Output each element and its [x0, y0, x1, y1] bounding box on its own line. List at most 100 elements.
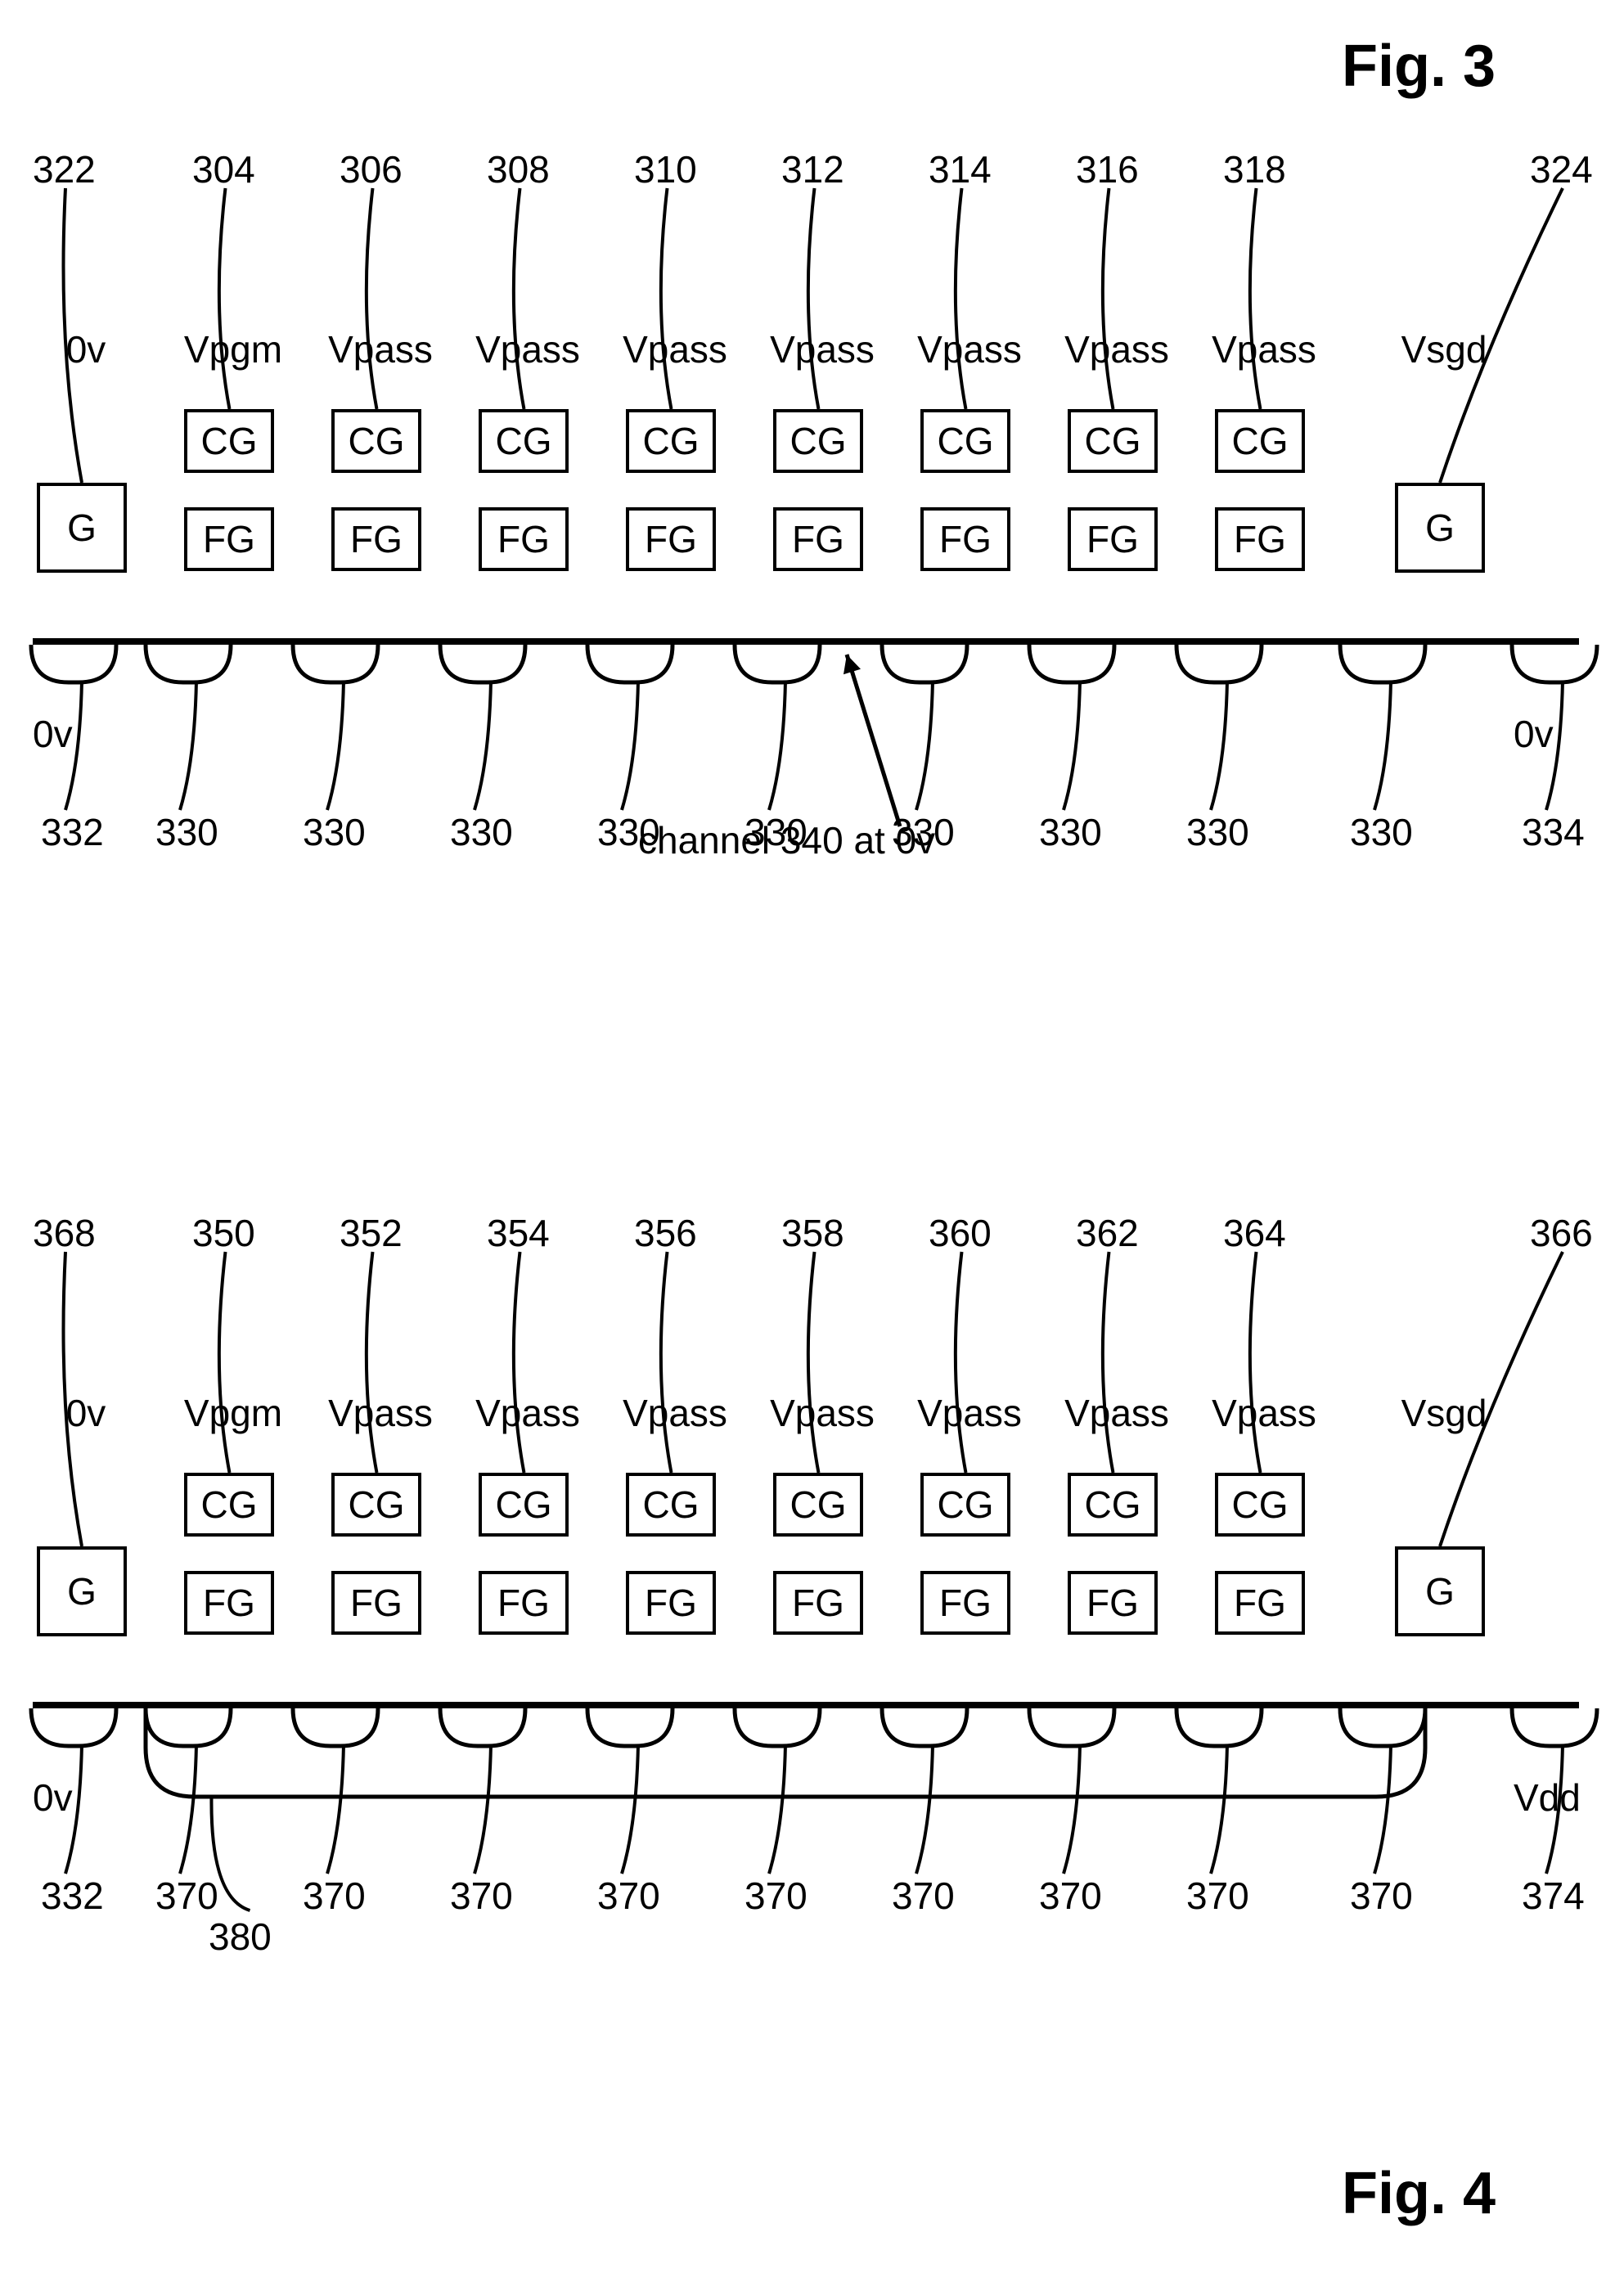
ref-transistor: 364 — [1223, 1211, 1286, 1255]
ref-boost: 380 — [209, 1915, 272, 1959]
select-gate: G — [1395, 483, 1485, 573]
ref-transistor: 312 — [781, 147, 844, 191]
floating-gate: FG — [331, 1571, 421, 1635]
floating-gate: FG — [626, 507, 716, 571]
voltage-label: Vpass — [614, 327, 736, 371]
control-gate: CG — [184, 409, 274, 473]
control-gate: CG — [479, 409, 569, 473]
voltage-label: Vpass — [1055, 1391, 1178, 1435]
floating-gate: FG — [331, 507, 421, 571]
ref-transistor: 306 — [340, 147, 403, 191]
ref-transistor: 354 — [487, 1211, 550, 1255]
voltage-label: Vpass — [466, 1391, 589, 1435]
fig4-container: Fig. 4380G0v3680v332CGFGVpgm350CGFGVpass… — [0, 1064, 1624, 2127]
substrate-line — [33, 1702, 1579, 1708]
substrate-line — [33, 638, 1579, 645]
ref-diffusion-end: 332 — [41, 810, 104, 854]
fig3-container: Fig. 3G0v3220v332CGFGVpgm304CGFGVpass306… — [0, 0, 1624, 1064]
control-gate: CG — [1068, 1473, 1158, 1537]
ref-transistor: 362 — [1076, 1211, 1139, 1255]
voltage-label: Vpass — [908, 1391, 1031, 1435]
ref-transistor: 352 — [340, 1211, 403, 1255]
channel-annotation: channel 340 at 0v — [638, 818, 935, 862]
floating-gate: FG — [920, 507, 1010, 571]
ref-diffusion: 370 — [892, 1874, 955, 1918]
ref-transistor: 308 — [487, 147, 550, 191]
floating-gate: FG — [1068, 507, 1158, 571]
diffusion-voltage: 0v — [33, 1775, 73, 1820]
ref-transistor: 316 — [1076, 147, 1139, 191]
ref-diffusion: 370 — [1350, 1874, 1413, 1918]
ref-diffusion-end: 332 — [41, 1874, 104, 1918]
control-gate: CG — [920, 1473, 1010, 1537]
control-gate: CG — [626, 1473, 716, 1537]
voltage-label: Vpass — [1203, 1391, 1325, 1435]
figure-title: Fig. 4 — [1342, 2160, 1496, 2227]
voltage-label: Vpgm — [172, 327, 295, 371]
floating-gate: FG — [1215, 507, 1305, 571]
floating-gate: FG — [773, 507, 863, 571]
control-gate: CG — [479, 1473, 569, 1537]
control-gate: CG — [626, 409, 716, 473]
control-gate: CG — [331, 1473, 421, 1537]
diffusion-voltage: 0v — [1514, 712, 1554, 756]
ref-diffusion: 330 — [303, 810, 366, 854]
floating-gate: FG — [773, 1571, 863, 1635]
ref-transistor: 356 — [634, 1211, 697, 1255]
floating-gate: FG — [184, 507, 274, 571]
ref-diffusion: 370 — [745, 1874, 808, 1918]
ref-transistor: 366 — [1530, 1211, 1593, 1255]
diffusion-voltage: Vdd — [1514, 1775, 1581, 1820]
ref-transistor: 350 — [192, 1211, 255, 1255]
ref-transistor: 318 — [1223, 147, 1286, 191]
control-gate: CG — [184, 1473, 274, 1537]
ref-diffusion: 370 — [597, 1874, 660, 1918]
voltage-label: Vpgm — [172, 1391, 295, 1435]
ref-diffusion: 330 — [1350, 810, 1413, 854]
ref-diffusion: 370 — [1186, 1874, 1249, 1918]
voltage-label: 0v — [25, 1391, 147, 1435]
ref-diffusion-end: 374 — [1522, 1874, 1585, 1918]
ref-diffusion-end: 334 — [1522, 810, 1585, 854]
ref-diffusion: 330 — [450, 810, 513, 854]
control-gate: CG — [773, 1473, 863, 1537]
voltage-label: Vpass — [319, 327, 442, 371]
ref-transistor: 360 — [929, 1211, 992, 1255]
ref-diffusion: 370 — [303, 1874, 366, 1918]
figure-title: Fig. 3 — [1342, 33, 1496, 100]
ref-transistor: 358 — [781, 1211, 844, 1255]
ref-transistor: 368 — [33, 1211, 96, 1255]
ref-diffusion: 330 — [1039, 810, 1102, 854]
ref-diffusion: 370 — [155, 1874, 218, 1918]
voltage-label: 0v — [25, 327, 147, 371]
ref-transistor: 324 — [1530, 147, 1593, 191]
voltage-label: Vpass — [1055, 327, 1178, 371]
select-gate: G — [37, 483, 127, 573]
voltage-label: Vsgd — [1383, 327, 1505, 371]
ref-diffusion: 330 — [1186, 810, 1249, 854]
control-gate: CG — [773, 409, 863, 473]
voltage-label: Vpass — [761, 1391, 884, 1435]
voltage-label: Vpass — [466, 327, 589, 371]
voltage-label: Vpass — [319, 1391, 442, 1435]
control-gate: CG — [331, 409, 421, 473]
voltage-label: Vsgd — [1383, 1391, 1505, 1435]
voltage-label: Vpass — [761, 327, 884, 371]
ref-diffusion: 370 — [1039, 1874, 1102, 1918]
ref-transistor: 322 — [33, 147, 96, 191]
select-gate: G — [37, 1546, 127, 1636]
floating-gate: FG — [184, 1571, 274, 1635]
ref-transistor: 314 — [929, 147, 992, 191]
voltage-label: Vpass — [1203, 327, 1325, 371]
control-gate: CG — [1068, 409, 1158, 473]
select-gate: G — [1395, 1546, 1485, 1636]
floating-gate: FG — [479, 507, 569, 571]
floating-gate: FG — [920, 1571, 1010, 1635]
control-gate: CG — [920, 409, 1010, 473]
diffusion-voltage: 0v — [33, 712, 73, 756]
control-gate: CG — [1215, 1473, 1305, 1537]
floating-gate: FG — [626, 1571, 716, 1635]
floating-gate: FG — [479, 1571, 569, 1635]
control-gate: CG — [1215, 409, 1305, 473]
floating-gate: FG — [1068, 1571, 1158, 1635]
